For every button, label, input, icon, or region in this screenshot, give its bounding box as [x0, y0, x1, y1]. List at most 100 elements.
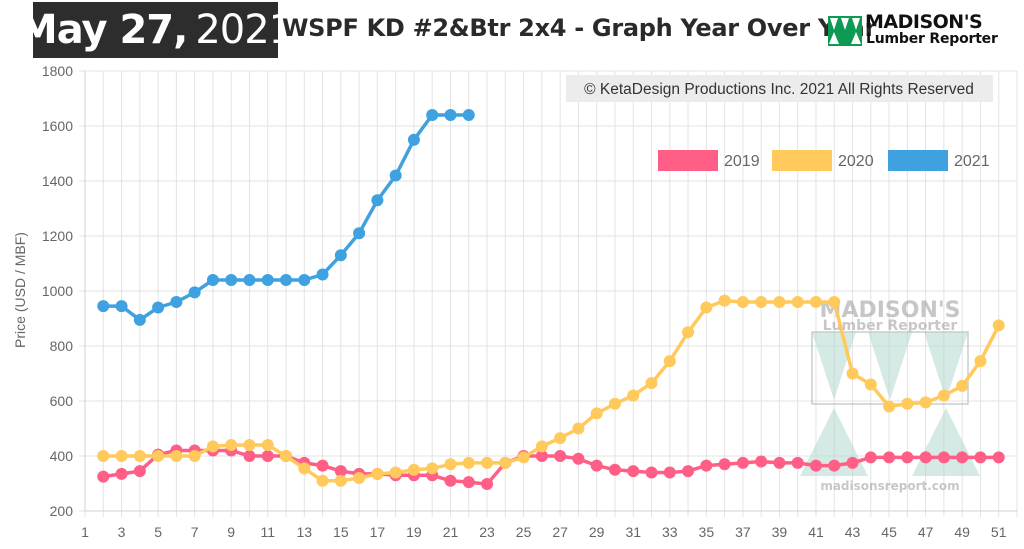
data-point-2020 — [462, 456, 475, 469]
data-point-2020 — [736, 296, 749, 308]
data-point-2019 — [937, 451, 950, 464]
data-point-2021 — [462, 109, 475, 121]
data-point-2019 — [115, 467, 128, 480]
data-point-2019 — [97, 470, 110, 483]
y-tick-label: 1200 — [42, 228, 73, 244]
data-point-2020 — [225, 439, 238, 451]
data-point-2021 — [371, 194, 384, 207]
legend-swatch-2021 — [888, 150, 948, 171]
data-point-2019 — [700, 459, 713, 472]
x-tick-label: 37 — [735, 524, 751, 540]
data-point-2020 — [645, 377, 658, 390]
data-point-2019 — [462, 476, 475, 489]
y-axis-label: Price (USD / MBF) — [12, 232, 28, 348]
x-tick-label: 25 — [516, 524, 532, 540]
data-point-2020 — [974, 355, 987, 368]
data-point-2020 — [682, 326, 695, 339]
data-point-2020 — [773, 296, 786, 308]
x-tick-label: 5 — [154, 524, 162, 540]
data-point-2020 — [572, 422, 585, 435]
x-tick-label: 49 — [954, 524, 970, 540]
y-tick-label: 1600 — [42, 118, 73, 134]
data-point-2020 — [901, 397, 914, 410]
data-point-2020 — [243, 439, 256, 451]
data-point-2020 — [426, 462, 439, 475]
y-tick-label: 600 — [50, 393, 74, 409]
data-point-2021 — [334, 249, 347, 262]
data-point-2019 — [663, 466, 676, 479]
chart-watermark: MADISON'S Lumber Reporter madisonsreport… — [800, 298, 980, 493]
data-point-2020 — [828, 296, 841, 308]
data-point-2020 — [206, 440, 219, 453]
x-tick-label: 33 — [662, 524, 678, 540]
data-point-2021 — [188, 286, 201, 299]
x-tick-label: 23 — [479, 524, 495, 540]
data-point-2020 — [152, 450, 165, 462]
x-tick-label: 21 — [443, 524, 459, 540]
x-tick-label: 47 — [918, 524, 934, 540]
data-point-2020 — [188, 450, 201, 462]
data-point-2020 — [791, 296, 804, 308]
data-point-2020 — [170, 450, 183, 462]
data-point-2019 — [974, 451, 987, 464]
data-point-2021 — [280, 274, 293, 286]
data-point-2020 — [883, 400, 896, 413]
data-point-2019 — [590, 459, 603, 472]
data-point-2021 — [206, 274, 219, 286]
data-point-2021 — [261, 274, 274, 286]
data-point-2021 — [353, 227, 366, 240]
data-point-2021 — [243, 274, 256, 286]
data-point-2021 — [133, 313, 146, 326]
x-tick-label: 17 — [370, 524, 386, 540]
data-point-2020 — [663, 355, 676, 368]
data-point-2020 — [956, 379, 969, 392]
watermark-triangle — [868, 332, 912, 400]
data-point-2021 — [426, 109, 439, 121]
data-point-2019 — [992, 451, 1005, 464]
x-tick-label: 19 — [406, 524, 422, 540]
legend-label-2020: 2020 — [838, 153, 874, 170]
data-point-2019 — [334, 465, 347, 478]
data-point-2020 — [481, 456, 494, 469]
data-point-2021 — [298, 274, 311, 286]
data-point-2019 — [535, 450, 548, 462]
data-point-2020 — [280, 450, 293, 462]
data-point-2021 — [389, 169, 402, 182]
data-point-2019 — [883, 451, 896, 464]
data-point-2019 — [316, 459, 329, 472]
data-point-2021 — [170, 296, 183, 308]
x-tick-label: 29 — [589, 524, 605, 540]
data-point-2020 — [353, 472, 366, 484]
data-point-2020 — [115, 450, 128, 462]
y-tick-label: 800 — [50, 338, 74, 354]
y-tick-label: 1000 — [42, 283, 73, 299]
data-point-2020 — [334, 474, 347, 487]
data-point-2020 — [298, 462, 311, 475]
data-point-2021 — [225, 274, 238, 286]
data-point-2019 — [846, 456, 859, 469]
data-point-2020 — [535, 440, 548, 453]
x-tick-label: 43 — [845, 524, 861, 540]
copyright-box — [566, 75, 993, 102]
data-point-2020 — [554, 432, 567, 445]
watermark-triangle — [924, 332, 968, 400]
chart-series — [97, 109, 1005, 491]
series-2021 — [97, 109, 475, 326]
legend-swatch-2020 — [772, 150, 832, 171]
y-tick-label: 1800 — [42, 63, 73, 79]
data-point-2019 — [261, 450, 274, 462]
logo-name-line2: Lumber Reporter — [866, 31, 998, 47]
page-title: WSPF KD #2&Btr 2x4 - Graph Year Over Yea… — [282, 14, 877, 42]
data-point-2020 — [627, 389, 640, 402]
data-point-2019 — [243, 450, 256, 462]
x-tick-label: 35 — [699, 524, 715, 540]
data-point-2020 — [919, 396, 932, 409]
data-point-2019 — [956, 451, 969, 464]
series-2020 — [97, 294, 1005, 487]
legend-swatch-2019 — [658, 150, 718, 171]
data-point-2020 — [608, 397, 621, 410]
data-point-2020 — [937, 389, 950, 402]
data-point-2019 — [828, 459, 841, 472]
